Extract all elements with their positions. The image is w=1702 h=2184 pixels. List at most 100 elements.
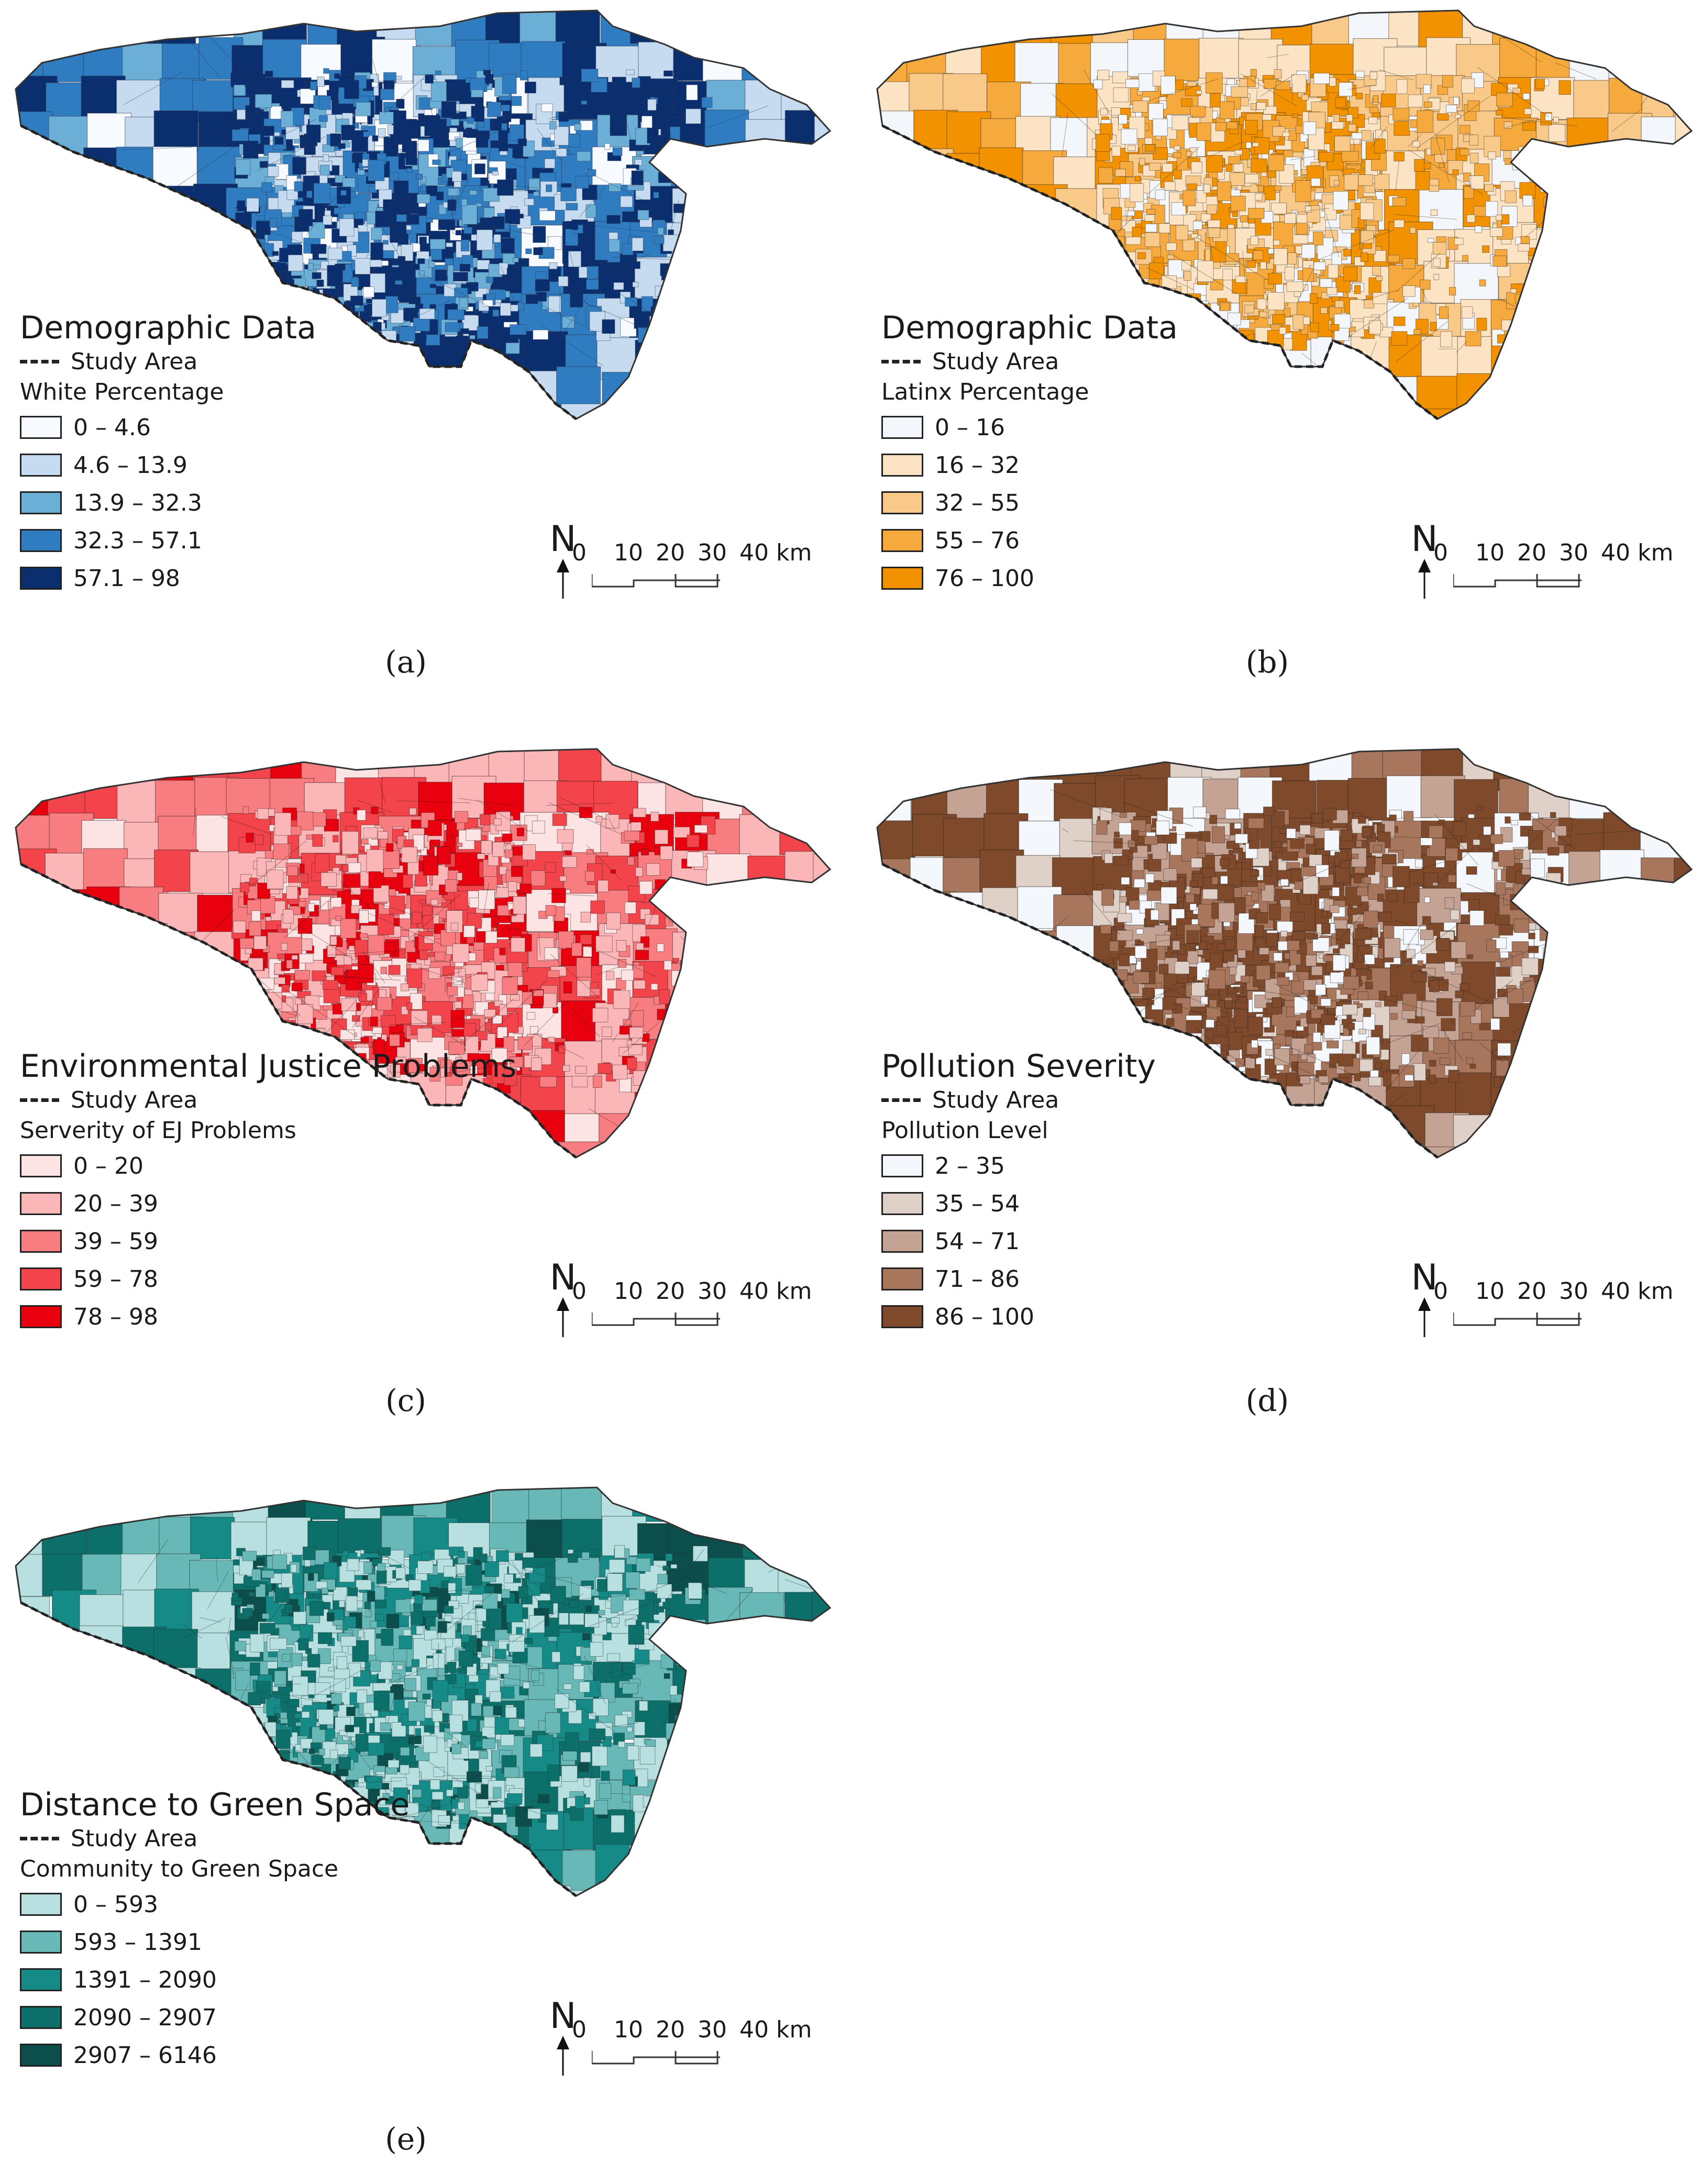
tract [628, 1045, 642, 1055]
tract [1264, 185, 1275, 200]
tract [1111, 266, 1125, 282]
tract [399, 234, 408, 245]
tract [1490, 404, 1534, 446]
tract [1537, 256, 1553, 277]
tract [1303, 317, 1310, 324]
tract [742, 43, 786, 85]
tract [1471, 176, 1484, 189]
tract [1640, 152, 1684, 194]
legend-swatch [881, 1267, 923, 1290]
tract [1638, 784, 1682, 825]
tract [1317, 1112, 1361, 1154]
tract [436, 119, 446, 130]
tract [383, 851, 400, 869]
tract [777, 959, 821, 1001]
tract [80, 1705, 124, 1747]
tract [1285, 267, 1295, 280]
tract [1220, 328, 1235, 340]
tract [1147, 1000, 1154, 1005]
tract [1220, 859, 1230, 866]
tract [1316, 984, 1326, 995]
tract [1203, 889, 1218, 899]
tract [600, 1144, 644, 1186]
tract [658, 228, 664, 235]
tract [745, 1072, 789, 1114]
tract [739, 155, 783, 196]
legend-swatch [20, 529, 62, 552]
tract [1541, 173, 1546, 180]
tract [1193, 312, 1203, 323]
tract [430, 239, 445, 249]
tract [659, 989, 670, 1003]
tract [1206, 73, 1222, 93]
tract [454, 977, 462, 985]
tract [654, 996, 660, 1005]
tract [521, 41, 565, 83]
tract [88, 227, 132, 269]
tract [1389, 412, 1433, 454]
tract [1280, 879, 1288, 886]
tract [1139, 1028, 1155, 1040]
tract [378, 128, 385, 137]
tract [1310, 293, 1317, 303]
tract [583, 946, 592, 957]
tract [1310, 376, 1354, 417]
tract [1159, 289, 1171, 304]
tract [1316, 1149, 1360, 1191]
tract [240, 938, 253, 948]
tract [552, 1007, 558, 1013]
tract [1156, 300, 1161, 305]
tract [1123, 295, 1129, 300]
tract [1553, 998, 1567, 1007]
tract [1463, 1033, 1472, 1040]
tract [260, 112, 269, 118]
tract [1638, 42, 1682, 84]
tract [1206, 335, 1250, 377]
study-area-label: Study Area [71, 348, 197, 375]
tract [341, 998, 357, 1011]
scale-tick-label: 0 [1433, 539, 1448, 566]
tract [694, 315, 706, 325]
tract [1307, 933, 1313, 939]
tract [572, 943, 582, 956]
tract [552, 888, 566, 903]
tract [336, 855, 346, 864]
tract [813, 854, 857, 896]
tract [633, 1482, 677, 1521]
panel-caption: (c) [10, 1383, 801, 1418]
tract [631, 5, 675, 43]
tract [1138, 941, 1144, 945]
tract [470, 335, 475, 339]
tract [311, 244, 326, 253]
tract [283, 909, 294, 923]
tract [445, 258, 454, 265]
tract [11, 964, 55, 1006]
tract [685, 1039, 693, 1048]
tract [698, 152, 710, 168]
tract [1327, 1041, 1339, 1048]
tract [698, 220, 712, 232]
tract [345, 80, 359, 98]
tract [581, 912, 590, 922]
tract [743, 1670, 787, 1712]
tract [1485, 184, 1494, 192]
tract [153, 1700, 197, 1741]
legend-class: 13.9 – 32.3 [20, 484, 316, 522]
tract [638, 405, 682, 447]
scale-tick-label: 20 [656, 1278, 685, 1305]
tract [1682, 784, 1702, 826]
tract [1332, 887, 1340, 896]
tract [1206, 155, 1222, 172]
tract [706, 258, 750, 300]
tract [981, 960, 1025, 1002]
tract [1561, 200, 1574, 210]
tract [911, 259, 955, 301]
legend-title: Demographic Data [20, 309, 316, 347]
tract [1533, 1052, 1542, 1061]
tract [779, 1005, 823, 1047]
tract [913, 965, 957, 1007]
tract [1313, 232, 1323, 245]
tract [459, 968, 465, 977]
tract [237, 201, 245, 211]
tract [779, 1035, 823, 1077]
